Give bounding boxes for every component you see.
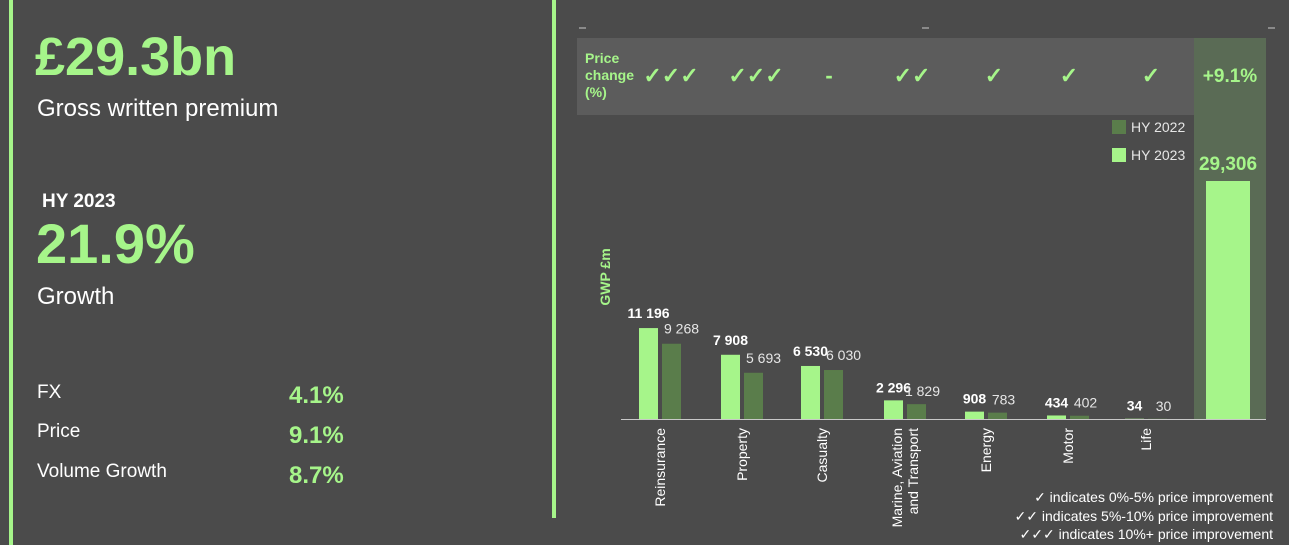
- footnote-one-tick: ✓ indicates 0%-5% price improvement: [1034, 489, 1273, 505]
- bar-hy2022: [744, 372, 763, 419]
- bar-total: [1206, 181, 1250, 419]
- growth-value: 21.9%: [36, 212, 195, 275]
- x-tick-label: Property: [734, 428, 750, 481]
- legend-label-curr: HY 2023: [1131, 147, 1186, 163]
- data-label-hy2022: 5 693: [746, 350, 781, 366]
- price-change-label: Price change (%): [585, 50, 634, 101]
- bar-hy2022: [1070, 415, 1089, 419]
- price-tick-motor: ✓: [1059, 63, 1079, 88]
- data-label-hy2022: 1 829: [905, 383, 940, 399]
- legend-swatch-prev: [1112, 120, 1126, 134]
- data-label-hy2023: 7 908: [713, 332, 748, 348]
- bar-hy2022: [824, 370, 843, 419]
- corner-mark: [1268, 27, 1275, 29]
- data-label-hy2022: 9 268: [664, 321, 699, 337]
- driver-price-label: Price: [37, 421, 81, 442]
- price-change-label-line: change: [585, 67, 635, 83]
- legend-item-prev: HY 2022: [1112, 119, 1185, 135]
- footnote-two-ticks: ✓✓ indicates 5%-10% price improvement: [1014, 508, 1273, 524]
- gwp-value: £29.3bn: [35, 27, 237, 87]
- price-change-total: +9.1%: [1202, 66, 1258, 87]
- price-tick-casualty: -: [825, 63, 833, 88]
- price-change-band: [577, 38, 1194, 115]
- price-tick-marine: ✓✓: [893, 63, 931, 88]
- driver-fx-value: 4.1%: [289, 382, 344, 409]
- data-label-hy2023: 6 530: [793, 343, 828, 359]
- divider-accent-bar: [552, 0, 556, 518]
- bar-hy2022: [988, 412, 1007, 419]
- legend-swatch-curr: [1112, 148, 1126, 162]
- period-label: HY 2023: [42, 191, 116, 212]
- bar-hy2023: [639, 328, 658, 419]
- price-tick-energy: ✓: [984, 63, 1004, 88]
- data-label-total: 29,306: [1199, 154, 1257, 175]
- bar-hy2023: [965, 411, 984, 419]
- x-tick-label: Marine, Aviation: [889, 428, 905, 527]
- corner-mark: [922, 27, 929, 29]
- x-tick-label: Energy: [978, 428, 994, 472]
- data-label-hy2022: 30: [1156, 398, 1172, 414]
- driver-price-value: 9.1%: [289, 422, 344, 449]
- price-tick-reinsurance: ✓✓✓: [643, 63, 699, 88]
- data-label-hy2023: 34: [1127, 398, 1143, 414]
- growth-label: Growth: [37, 283, 115, 310]
- bar-hy2023: [721, 354, 740, 419]
- bar-hy2023: [1047, 415, 1066, 419]
- price-tick-life: ✓: [1141, 63, 1161, 88]
- data-label-hy2022: 783: [992, 392, 1016, 408]
- bar-hy2022: [907, 404, 926, 419]
- price-tick-property: ✓✓✓: [728, 63, 784, 88]
- x-tick-label: Reinsurance: [652, 428, 668, 507]
- bar-hy2023: [801, 365, 820, 419]
- x-tick-label: Life: [1138, 428, 1154, 451]
- bar-hy2023: [884, 400, 903, 419]
- x-tick-label: and Transport: [905, 428, 921, 514]
- data-label-hy2023: 434: [1045, 394, 1069, 410]
- data-label-hy2023: 11 196: [627, 305, 669, 321]
- driver-volume-label: Volume Growth: [37, 461, 167, 482]
- price-change-label-line: (%): [585, 84, 607, 100]
- gwp-label: Gross written premium: [37, 95, 279, 122]
- price-change-label-line: Price: [585, 50, 620, 66]
- legend-label-prev: HY 2022: [1131, 119, 1186, 135]
- driver-volume-value: 8.7%: [289, 462, 344, 489]
- data-label-hy2023: 2 296: [876, 379, 911, 395]
- legend-item-curr: HY 2023: [1112, 147, 1185, 163]
- x-tick-label: Casualty: [814, 428, 830, 482]
- bar-hy2022: [662, 343, 681, 419]
- x-tick-label: Motor: [1060, 428, 1076, 464]
- corner-mark: [579, 27, 586, 29]
- left-accent-bar: [9, 0, 13, 545]
- data-label-hy2023: 908: [963, 391, 987, 407]
- data-label-hy2022: 402: [1074, 395, 1098, 411]
- data-label-hy2022: 6 030: [826, 347, 861, 363]
- driver-fx-label: FX: [37, 382, 62, 403]
- footnote-three-ticks: ✓✓✓ indicates 10%+ price improvement: [1019, 526, 1273, 542]
